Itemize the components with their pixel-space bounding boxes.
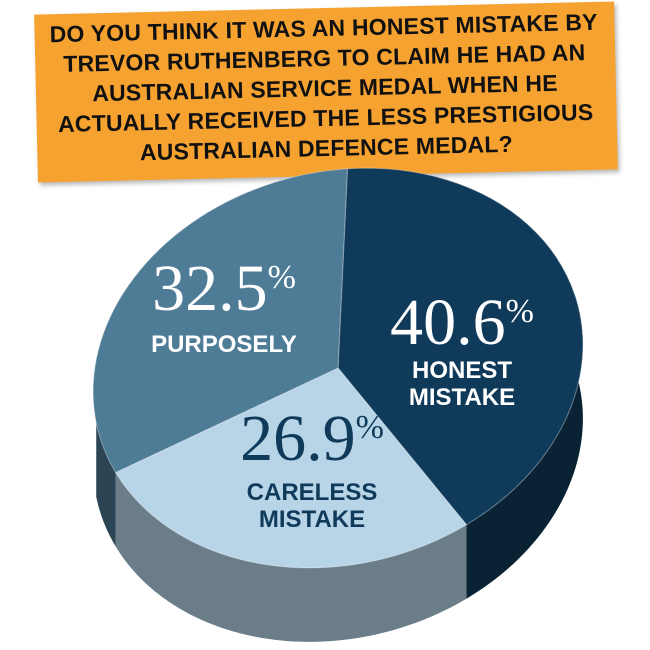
pie-side-1 (466, 294, 583, 599)
pie-category-label-2: CARELESS (247, 479, 378, 506)
pie-category-label-2: MISTAKE (259, 506, 365, 533)
pie-side-2 (115, 472, 467, 642)
pie-category-label-1: HONEST (412, 357, 512, 384)
pie-slice-3 (92, 168, 349, 474)
pie-category-label-3: PURPOSELY (151, 331, 297, 358)
pie-side-3 (96, 422, 116, 547)
pie-slice-2 (114, 367, 468, 569)
pie-slice-1 (337, 167, 584, 526)
pie-category-label-1: MISTAKE (409, 384, 515, 411)
